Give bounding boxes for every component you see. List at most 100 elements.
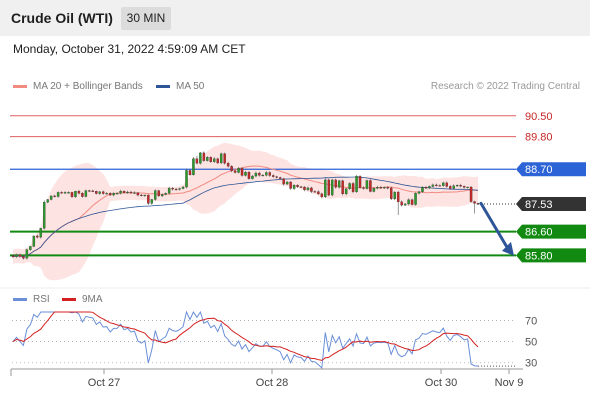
candle-body (112, 193, 115, 196)
candle (400, 200, 403, 207)
candle (233, 169, 237, 174)
candle (344, 187, 348, 196)
candle-body (258, 172, 261, 176)
rsi-tick-70: 70 (525, 315, 537, 327)
price-label-88.70: 88.70 (525, 164, 553, 176)
candle (185, 168, 188, 189)
candle-body (91, 190, 95, 192)
x-tick-label-oct-30: Oct 30 (425, 377, 457, 389)
candle-body (178, 188, 181, 190)
candle-body (348, 183, 351, 189)
candle (67, 191, 70, 194)
rsi-9ma-line (12, 311, 479, 361)
candle (424, 185, 428, 190)
candle (206, 156, 209, 162)
candle (81, 192, 84, 198)
candle (46, 198, 49, 204)
candle-body (39, 228, 42, 238)
candle (174, 187, 178, 191)
candle-body (150, 199, 154, 204)
candle (296, 184, 299, 188)
candle (310, 186, 313, 193)
candle-body (341, 180, 344, 195)
candle-body (452, 185, 455, 189)
candle-body (424, 187, 428, 189)
candle-body (317, 191, 320, 195)
candle (112, 192, 115, 197)
chart-header: Crude Oil (WTI) 30 MIN (0, 0, 590, 36)
timeframe-badge[interactable]: 30 MIN (121, 7, 171, 30)
candle (462, 185, 466, 189)
candle-body (327, 179, 331, 196)
candle-body (129, 191, 133, 194)
candle-body (369, 180, 372, 192)
candle (105, 192, 108, 195)
candle-body (344, 188, 348, 195)
rsi-tick-30: 30 (525, 358, 537, 370)
price-label-86.60: 86.60 (525, 227, 553, 239)
candle-body (140, 194, 143, 196)
candle (268, 171, 272, 177)
candle-body (171, 188, 174, 190)
ma20-line (12, 165, 479, 258)
candle-body (247, 172, 251, 179)
candle-body (119, 191, 122, 194)
candle-body (251, 175, 254, 179)
candle-body (46, 199, 49, 203)
instrument-title: Crude Oil (WTI) (11, 10, 113, 26)
candle (455, 184, 459, 187)
legend-9ma-label: 9MA (82, 294, 103, 305)
candle-body (18, 254, 22, 257)
candle-body (310, 187, 313, 192)
candle-body (282, 178, 285, 185)
candle-body (32, 235, 36, 247)
candle (258, 171, 261, 177)
candle (18, 253, 22, 258)
candle-body (63, 192, 67, 194)
candle-body (272, 175, 275, 177)
candle-body (25, 249, 29, 259)
candle-body (29, 246, 32, 250)
candle (341, 179, 344, 196)
candle (15, 253, 18, 258)
candle-body (379, 187, 383, 189)
candle (129, 190, 133, 194)
candle (355, 174, 358, 193)
candle-body (268, 172, 272, 176)
candle (331, 178, 334, 197)
candle (160, 193, 164, 198)
9ma-swatch (62, 297, 76, 301)
candle (195, 155, 199, 165)
candle-body (133, 192, 136, 194)
candle (192, 157, 195, 176)
candle (115, 192, 119, 195)
chart-credit: Research © 2022 Trading Central (430, 81, 580, 92)
candle (459, 183, 462, 188)
candle (466, 186, 469, 189)
candle (320, 192, 324, 199)
candle-body (403, 203, 407, 206)
candle-body (449, 186, 452, 189)
candle-body (278, 177, 282, 179)
candle-body (43, 202, 46, 229)
candle-body (192, 158, 195, 176)
forecast-arrow-shaft (479, 201, 510, 251)
price-label-85.80-tag: 85.80 (516, 248, 586, 263)
candle-body (98, 191, 101, 194)
candle-body (122, 191, 126, 193)
price-label-90.50: 90.50 (525, 111, 553, 123)
price-label-87.53-bg (516, 196, 586, 211)
candle (136, 192, 140, 197)
candle-body (358, 176, 362, 188)
candle (22, 255, 25, 260)
candle-body (70, 192, 74, 197)
candle-body (233, 170, 237, 173)
candle (282, 177, 285, 186)
candle-body (275, 176, 278, 178)
candle (327, 178, 331, 197)
candle (306, 186, 310, 192)
candle (181, 185, 185, 190)
candle (313, 190, 317, 193)
candle-body (417, 191, 421, 194)
